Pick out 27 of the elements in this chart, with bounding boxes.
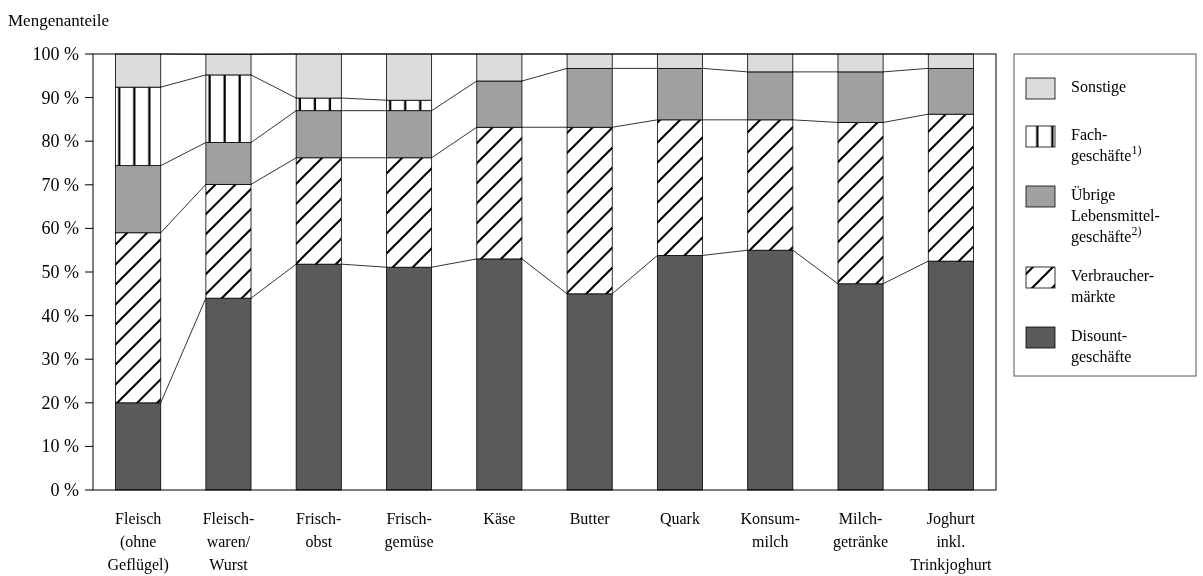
legend-label: Fach- geschäfte$^{1)}$ xyxy=(1071,126,1142,165)
x-tick-label: Milch- getränke xyxy=(833,510,889,551)
y-tick-label: 90 % xyxy=(41,87,79,108)
x-tick-label: Fleisch- waren/ Wurst xyxy=(202,510,255,573)
x-tick-label: Joghurt inkl. Trinkjoghurt xyxy=(910,510,993,574)
x-tick-label: Fleisch (ohne Geflügel) xyxy=(107,510,169,574)
x-tick-label: Käse xyxy=(483,510,516,527)
y-tick-label: 20 % xyxy=(41,392,79,413)
y-tick-label: 100 % xyxy=(32,44,79,64)
y-tick-label: 0 % xyxy=(50,480,79,500)
y-tick-label: 60 % xyxy=(41,218,79,239)
y-tick-label: 40 % xyxy=(41,305,79,326)
x-tick-label: Butter xyxy=(569,510,611,527)
x-tick-label: Frisch- obst xyxy=(296,510,342,550)
legend-label: Sonstige xyxy=(1071,78,1127,96)
y-tick-label: 50 % xyxy=(41,262,79,282)
legend-label: Verbraucher- märkte xyxy=(1071,267,1155,305)
y-tick-label: 80 % xyxy=(41,131,79,152)
y-tick-label: 30 % xyxy=(41,349,79,370)
legend-label: Übrige Lebensmittel- geschäfte$^{2)}$ xyxy=(1071,186,1160,246)
x-tick-label: Konsum- milch xyxy=(740,510,801,550)
x-tick-label: Quark xyxy=(659,510,700,527)
y-axis-title: Mengenanteile xyxy=(8,11,110,30)
legend-label: Disount- geschäfte xyxy=(1071,327,1132,366)
y-tick-label: 70 % xyxy=(41,174,79,195)
x-tick-label: Frisch- gemüse xyxy=(384,510,434,551)
y-tick-label: 10 % xyxy=(41,436,79,457)
